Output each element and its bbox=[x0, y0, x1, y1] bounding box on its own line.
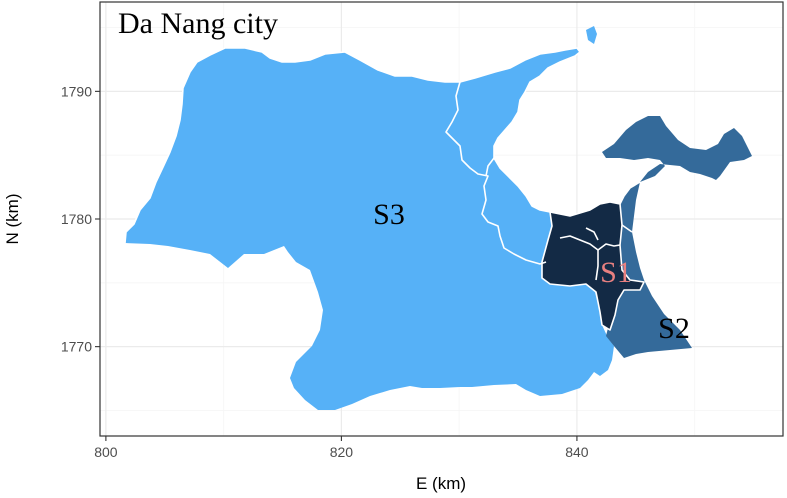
region-s3 bbox=[125, 48, 614, 410]
region-label-s2: S2 bbox=[658, 312, 690, 345]
y-tick-label: 1780 bbox=[61, 211, 92, 227]
y-tick-label: 1790 bbox=[61, 83, 92, 99]
region-label-s3: S3 bbox=[373, 198, 405, 231]
y-tick-label: 1770 bbox=[61, 339, 92, 355]
region-label-s1: S1 bbox=[600, 256, 632, 289]
x-tick-label: 840 bbox=[565, 444, 589, 460]
x-tick-label: 820 bbox=[330, 444, 354, 460]
y-axis: 1770 1780 1790 bbox=[61, 83, 100, 355]
region-s3-islet bbox=[586, 26, 597, 44]
district-borders bbox=[124, 47, 645, 331]
x-axis: 800 820 840 bbox=[94, 436, 589, 460]
region-s2 bbox=[602, 116, 752, 358]
map-title: Da Nang city bbox=[118, 7, 278, 40]
y-axis-label: N (km) bbox=[3, 194, 22, 245]
x-tick-label: 800 bbox=[94, 444, 118, 460]
x-axis-label: E (km) bbox=[416, 474, 466, 493]
